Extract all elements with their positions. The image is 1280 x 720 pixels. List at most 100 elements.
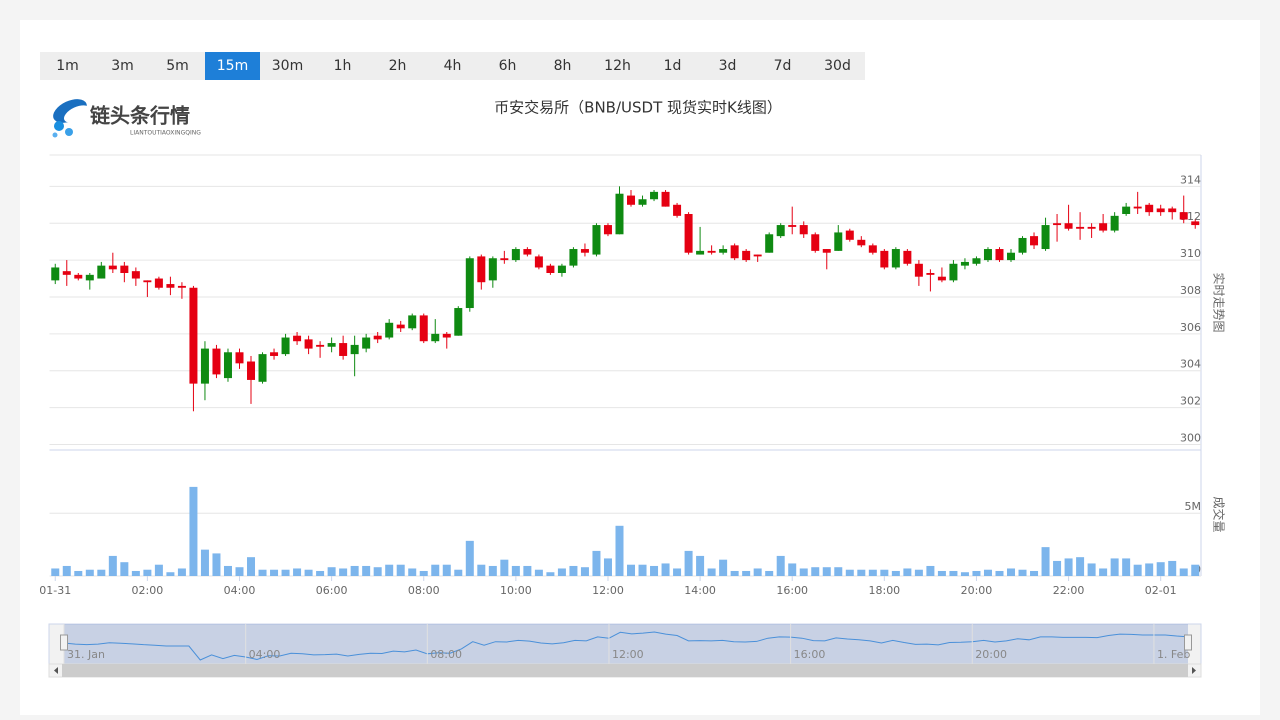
navigator-handle[interactable] [1184,634,1192,651]
volume-bar [154,564,163,576]
logo-pinyin: LIANTOUTIAOXINGQING [130,130,201,137]
candle-body [1110,215,1119,231]
volume-bar [442,564,451,576]
candle-body [1168,208,1177,213]
volume-bar [730,570,739,576]
candle-body [972,258,981,264]
logo-dot [54,121,64,131]
logo-name: 链头条行情 [90,104,190,128]
candle-body [1076,226,1085,229]
x-tick-label: 12:00 [592,584,624,597]
volume-bar [477,564,486,576]
volume-bar [707,568,716,576]
volume-bar [270,569,279,576]
volume-bar [788,563,797,576]
interval-button[interactable]: 3m [111,58,134,74]
volume-bar [1110,558,1119,576]
volume-bar [200,549,209,576]
candle-body [891,249,900,268]
volume-bar [1133,564,1142,576]
volume-bar [339,568,348,576]
volume-bar [212,553,221,576]
volume-bar [557,568,566,576]
candle-body [189,287,198,384]
volume-bar [661,563,670,576]
interval-button[interactable]: 7d [773,58,792,74]
volume-bar [926,565,935,576]
volume-bar [454,569,463,576]
volume-bar [293,568,302,576]
x-tick-label: 16:00 [776,584,808,597]
candle-body [765,234,774,253]
volume-bar [799,568,808,576]
candle-body [557,265,566,273]
volume-bar [62,565,71,576]
navigator-label: 1. Feb [1157,648,1190,661]
candle-body [1053,223,1062,226]
volume-bar [465,540,474,576]
volume-bar [903,568,912,576]
interval-button[interactable]: 8h [553,58,572,74]
candle-body [247,361,256,380]
candle-body [166,284,175,288]
volume-bar [408,568,417,576]
volume-bar [1168,560,1177,576]
interval-button[interactable]: 30m [271,58,304,74]
interval-button[interactable]: 4h [443,58,462,74]
candle-body [235,352,244,364]
candle-body [949,263,958,281]
interval-button[interactable]: 2h [388,58,407,74]
candle-body [845,230,854,240]
interval-button[interactable]: 12h [604,58,631,74]
volume-bar [891,570,900,576]
candle-body [408,315,417,329]
navigator-label: 16:00 [794,648,826,661]
candle-body [62,271,71,275]
candle-body [580,249,589,253]
interval-button[interactable]: 3d [718,58,737,74]
navigator-handle[interactable] [60,634,68,651]
candle-body [339,343,348,356]
candle-body [811,234,820,251]
interval-button[interactable]: 1d [663,58,682,74]
interval-button[interactable]: 1m [56,58,79,74]
chart-title: 币安交易所（BNB/USDT 现货实时K线图） [494,99,782,117]
volume-bar [650,565,659,576]
candle-body [293,335,302,342]
candle-body [500,258,509,261]
y-tick-label: 300 [1180,431,1201,444]
volume-bar [488,565,497,576]
interval-button[interactable]: 15m [205,52,260,80]
interval-button[interactable]: 6h [498,58,517,74]
y-tick-label: 306 [1180,321,1201,334]
interval-button[interactable]: 5m [166,58,189,74]
candle-body [546,265,555,273]
candle-body [1156,208,1165,213]
x-tick-label: 01-31 [39,584,71,597]
candle-body [1133,206,1142,209]
scrollbar-thumb[interactable] [62,664,1188,677]
candle-body [523,249,532,255]
candle-body [834,232,843,251]
volume-bar [373,567,382,576]
volume-bar [419,570,428,576]
volume-bar [385,564,394,576]
candle-body [1018,237,1027,253]
interval-button[interactable]: 1h [333,58,352,74]
candle-body [85,274,94,281]
volume-bar [857,569,866,576]
candle-body [350,344,359,355]
candle-body [707,250,716,253]
volume-bar [615,525,624,576]
candle-body [200,348,209,384]
candle-body [638,199,647,205]
candle-body [788,225,797,227]
volume-bar [1179,568,1188,576]
volume-bar [972,570,981,576]
candle-body [131,271,140,279]
candle-body [74,274,83,279]
interval-button[interactable]: 30d [824,58,851,74]
candle-body [154,278,163,288]
volume-bar [880,569,889,576]
candle-body [1145,204,1154,213]
